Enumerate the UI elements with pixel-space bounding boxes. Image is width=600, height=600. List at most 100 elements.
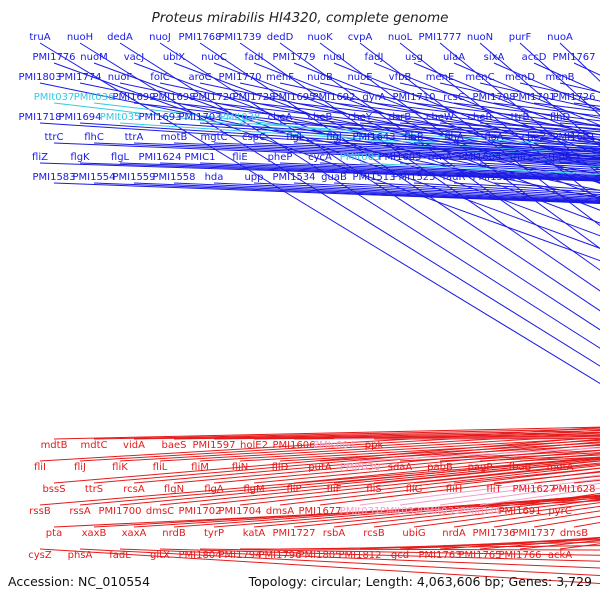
gene-leader-line — [359, 538, 600, 550]
gene-label: PMI1554 — [72, 172, 115, 183]
gene-label: PMI1736 — [472, 528, 515, 539]
gene-label: vidA — [123, 440, 145, 451]
gene-label: PMI1624 — [138, 152, 181, 163]
gene-leader-line — [239, 162, 600, 179]
gene-label: PMI1583 — [32, 172, 75, 183]
gene-leader-line — [413, 62, 600, 142]
gene-label: PMI1627 — [512, 484, 555, 495]
gene-leader-line — [319, 444, 600, 462]
gene-lines — [39, 42, 600, 585]
gene-label: fliH — [446, 484, 463, 495]
gene-label: fliD — [272, 462, 289, 473]
gene-label: mdtC — [81, 440, 108, 451]
gene-label: nuoI — [323, 52, 345, 63]
gene-label: PMI1698 — [152, 92, 195, 103]
gene-label: thiD — [510, 152, 531, 163]
gene-label: PMI1601 — [552, 132, 595, 143]
gene-label: dmsB — [560, 528, 588, 539]
gene-label: flhD — [550, 112, 571, 123]
gene-label: PMI1699 — [112, 92, 155, 103]
gene-leader-line — [279, 442, 600, 462]
gene-leader-line — [133, 441, 600, 484]
gene-leader-line — [413, 102, 600, 127]
gene-label: nuoL — [388, 32, 413, 43]
gene-label: PMI1770 — [218, 72, 261, 83]
gene-label: fliT — [486, 484, 502, 495]
gene-leader-line — [333, 142, 600, 157]
gene-label: vacJ — [124, 52, 145, 63]
gene-label: fliZ — [32, 152, 48, 163]
gene-leader-line — [239, 464, 600, 506]
gene-label: upp — [244, 172, 263, 183]
gene-label: cheY — [348, 112, 373, 123]
gene-leader-line — [213, 142, 600, 161]
gene-leader-line — [293, 102, 600, 140]
gene-label: nuoK — [307, 32, 333, 43]
gene-label: PMI1767 — [552, 52, 595, 63]
gene-label: fliI — [34, 462, 46, 473]
gene-leader-line — [453, 505, 600, 528]
gene-label: mdtB — [41, 440, 68, 451]
gene-label: PMI1803 — [18, 72, 61, 83]
gene-leader-line — [199, 82, 600, 168]
gene-leader-line — [199, 162, 600, 180]
gene-leader-line — [333, 497, 600, 528]
gene-label: menB — [545, 72, 574, 83]
gene-label: PMI1728 — [232, 92, 275, 103]
gene-label: nuoF — [108, 72, 133, 83]
gene-leader-line — [79, 457, 600, 506]
gene-leader-line — [79, 429, 600, 462]
gene-label: rcsC — [443, 92, 465, 103]
gene-leader-line — [279, 162, 600, 178]
gene-label: fliP — [286, 484, 301, 495]
gene-label: fliN — [232, 462, 249, 473]
gene-label: PMIt031 — [340, 506, 381, 517]
gene-label: PMI1559 — [112, 172, 155, 183]
gene-label: PMI1763 — [418, 550, 461, 561]
gene-label: PMI1522 — [472, 172, 515, 183]
gene-leader-line — [119, 82, 600, 184]
gene-label: PMI1812 — [338, 550, 381, 561]
gene-leader-line — [119, 458, 600, 506]
gene-leader-line — [319, 470, 600, 506]
gene-leader-line — [293, 495, 600, 528]
gene-label: PMI1805 — [298, 550, 341, 561]
gene-label: fadR — [443, 172, 466, 183]
gene-leader-line — [159, 548, 600, 562]
gene-label: nuoH — [67, 32, 93, 43]
gene-leader-line — [159, 82, 600, 176]
gene-label: PMI1776 — [32, 52, 75, 63]
gene-label: PMI1708 — [472, 92, 515, 103]
gene-label: PMIt003 — [340, 152, 381, 163]
gene-label: rcsB — [363, 528, 385, 539]
gene-leader-line — [119, 548, 600, 569]
gene-leader-line — [253, 102, 600, 145]
gene-label: PMI1703 — [178, 112, 221, 123]
gene-leader-line — [79, 548, 600, 576]
gene-label: fadL — [109, 550, 131, 561]
gene-label: nrdB — [162, 528, 186, 539]
gene-label: pabB — [427, 462, 453, 473]
gene-label: dmsC — [146, 506, 174, 517]
gene-label: holE2 — [240, 440, 268, 451]
gene-label: cycA — [308, 152, 332, 163]
gene-label: PMI1604 — [458, 152, 501, 163]
gene-leader-line — [319, 122, 600, 143]
gene-label: PMIs004 — [313, 440, 355, 451]
gene-label: dsrB — [389, 112, 412, 123]
gene-label: bssS — [42, 484, 65, 495]
gene-leader-line — [173, 431, 600, 440]
gene-label: ubiG — [402, 528, 425, 539]
gene-label: flgL — [111, 152, 130, 163]
gene-leader-line — [93, 438, 600, 484]
gene-label: baeS — [162, 440, 187, 451]
gene-leader-line — [213, 494, 600, 528]
gene-leader-line — [439, 42, 600, 176]
gene-label: dmsA — [266, 506, 294, 517]
gene-label: ttrA — [125, 132, 144, 143]
gene-label: PMIt032 — [380, 506, 421, 517]
gene-leader-line — [519, 42, 600, 116]
gene-label: pyrC — [548, 506, 571, 517]
gene-leader-line — [399, 42, 600, 202]
gene-leader-line — [159, 162, 600, 180]
